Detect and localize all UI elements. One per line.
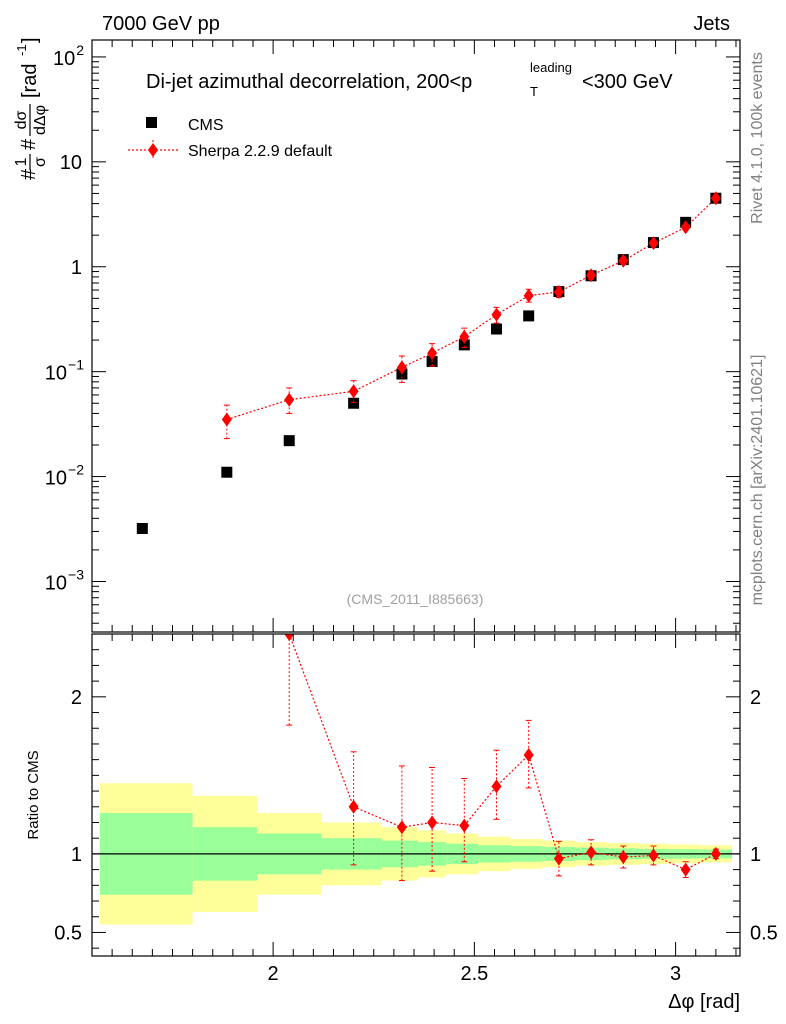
y-tick-exp-2: −1: [68, 357, 84, 373]
cms-point-7: [490, 323, 502, 335]
rivet-label: Rivet 4.1.0, 100k events: [749, 52, 766, 224]
ratio-sherpa-point-5: [491, 779, 502, 794]
ratio-tick-label-right-1: 1: [750, 844, 761, 866]
ratio-tick-label-left-0: 0.5: [54, 922, 82, 944]
legend-cms-label: CMS: [188, 117, 224, 134]
ratio-tick-label-right-2: 2: [750, 687, 761, 709]
ratio-sherpa-point-6: [523, 747, 534, 762]
ylabel-den: dΔφ: [32, 105, 49, 135]
ylabel-mid: #: [18, 138, 40, 150]
y-tick-label-4: 10: [60, 152, 82, 174]
ratio-frame: [91, 633, 741, 957]
sherpa-point-13: [710, 191, 721, 206]
ratio-sherpa-point-3: [427, 815, 438, 830]
cms-point-8: [523, 310, 535, 322]
ratio-tick-label-left-1: 1: [71, 844, 82, 866]
cms-point-2: [283, 435, 295, 447]
ylabel-unit: [rad: [19, 64, 41, 98]
cms-point-0: [136, 522, 148, 534]
y-axis-label: # 1 σ # dσ dΔφ [rad -1 ]: [13, 37, 49, 180]
sherpa-point-0: [221, 412, 232, 427]
ylabel-unit-close: ]: [19, 37, 41, 43]
sherpa-point-11: [648, 236, 659, 251]
ylabel-one: 1: [13, 157, 30, 166]
energy-label: 7000 GeV pp: [102, 13, 220, 35]
y-tick-label-3: 1: [71, 257, 82, 279]
y-tick-base-1: 10: [45, 468, 67, 490]
sherpa-point-4: [427, 346, 438, 361]
cms-point-6: [458, 339, 470, 351]
y-tick-label-0: −310: [45, 566, 84, 594]
legend-sherpa-label: Sherpa 2.2.9 default: [188, 143, 333, 160]
y-tick-label-1: −210: [45, 462, 84, 490]
sherpa-point-10: [618, 253, 629, 268]
y-tick-exp-0: −3: [68, 566, 84, 582]
ylabel-num: dσ: [13, 110, 30, 129]
ratio-tick-label-left-2: 2: [71, 687, 82, 709]
sherpa-point-1: [284, 392, 295, 407]
y-tick-label-5: 210: [53, 42, 84, 70]
cms-point-1: [221, 466, 233, 478]
ratio-tick-label-right-0: 0.5: [750, 922, 778, 944]
y-tick-base-3: 1: [71, 257, 82, 279]
x-tick-label-1: 2.5: [460, 963, 488, 985]
title-sup: leading: [530, 60, 572, 75]
cms-point-3: [348, 397, 360, 409]
sherpa-point-6: [491, 307, 502, 322]
category-label: Jets: [693, 13, 730, 35]
ratio-sherpa-point-0: [284, 634, 295, 641]
x-axis-label: Δφ [rad]: [668, 991, 740, 1013]
ylabel-prefix: #: [18, 168, 40, 180]
ratio-sherpa-point-10: [648, 848, 659, 863]
legend-cms-marker: [146, 117, 157, 128]
x-tick-label-2: 3: [670, 963, 681, 985]
ratio-sherpa-point-4: [459, 818, 470, 833]
title-sub: T: [530, 84, 538, 99]
ylabel-unit-sup: -1: [14, 44, 29, 56]
chart-title: Di-jet azimuthal decorrelation, 200<p le…: [146, 60, 673, 99]
sherpa-point-12: [680, 220, 691, 235]
analysis-label: (CMS_2011_I885663): [347, 591, 484, 607]
y-tick-base-2: 10: [45, 363, 67, 385]
ratio-panel: [92, 634, 740, 925]
url-label: mcplots.cern.ch [arXiv:2401.10621]: [749, 355, 766, 606]
sherpa-point-8: [553, 284, 564, 299]
legend: CMS Sherpa 2.2.9 default: [128, 117, 333, 160]
title-tail: <300 GeV: [582, 71, 673, 93]
y-tick-exp-5: 2: [76, 42, 84, 58]
ratio-sherpa-point-11: [680, 862, 691, 877]
ratio-sherpa-point-12: [710, 846, 721, 861]
x-tick-label-0: 2: [268, 963, 279, 985]
ratio-sherpa-point-2: [396, 820, 407, 835]
main-panel: [136, 191, 722, 534]
y-tick-base-5: 10: [53, 48, 75, 70]
y-tick-base-4: 10: [60, 152, 82, 174]
ratio-sherpa-point-9: [618, 850, 629, 865]
legend-sherpa-marker: [148, 143, 158, 157]
y-tick-label-2: −110: [45, 357, 84, 385]
sherpa-point-3: [396, 360, 407, 375]
ratio-sherpa-point-7: [553, 851, 564, 866]
ylabel-sigma: σ: [32, 157, 49, 167]
main-frame: [91, 39, 741, 633]
ratio-y-label: Ratio to CMS: [25, 750, 42, 839]
sherpa-line: [226, 197, 717, 421]
y-tick-base-0: 10: [45, 572, 67, 594]
y-tick-exp-1: −2: [68, 462, 84, 478]
sherpa-point-5: [459, 329, 470, 344]
title-main: Di-jet azimuthal decorrelation, 200<p: [146, 71, 472, 93]
ratio-sherpa-point-8: [586, 845, 597, 860]
sherpa-point-2: [348, 384, 359, 399]
ratio-sherpa-point-1: [348, 799, 359, 814]
sherpa-point-9: [586, 268, 597, 283]
sherpa-point-7: [523, 288, 534, 303]
